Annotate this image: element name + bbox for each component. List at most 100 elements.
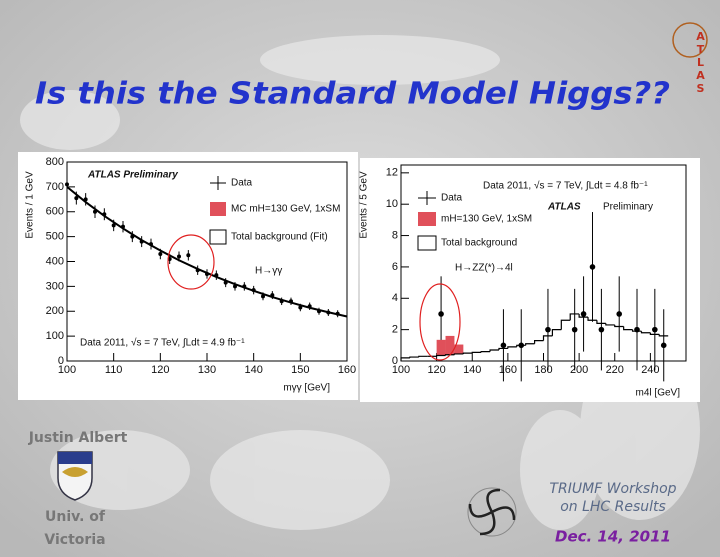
histogram-bin	[516, 344, 526, 347]
legend-label: Data	[231, 178, 253, 189]
legend-label: Data	[441, 193, 463, 204]
x-tick-label: 240	[641, 364, 659, 376]
histogram-bin	[444, 354, 455, 356]
histogram-bin	[436, 354, 446, 357]
histogram-bin	[658, 334, 669, 337]
histogram-bin	[640, 331, 651, 334]
histogram-bin	[507, 346, 517, 349]
data-point	[65, 182, 69, 187]
histogram-bin	[560, 319, 571, 330]
x-tick-label: 120	[427, 364, 445, 376]
y-tick-label: 10	[386, 198, 398, 210]
histogram-bin	[578, 313, 589, 318]
y-tick-label: 8	[392, 229, 398, 241]
y-tick-label: 700	[46, 181, 64, 193]
x-axis-label: m4l [GeV]	[636, 388, 681, 399]
event-line: on LHC Results	[560, 499, 666, 515]
annotation: ATLAS	[547, 202, 581, 213]
y-axis-label: Events / 1 GeV	[25, 171, 36, 239]
annotation: Preliminary	[603, 202, 653, 213]
data-point	[74, 196, 79, 201]
histogram-bin	[525, 343, 535, 346]
y-tick-label: 12	[386, 167, 398, 179]
annotation: Data 2011, √s = 7 TeV, ∫Ldt = 4.8 fb⁻¹	[483, 180, 648, 192]
chart: 0 2 4 6 8 10 12 100 120 140 160 180 200 220 240 m4l [Ge…	[359, 164, 687, 399]
x-tick-label: 140	[463, 364, 481, 376]
annotation: H→γγ	[255, 266, 282, 277]
histogram-bin	[480, 350, 491, 353]
histogram-bin	[498, 347, 508, 351]
annotation: H→ZZ(*)→4l	[455, 263, 513, 274]
affiliation-line: Univ. of	[45, 509, 106, 525]
affiliation-line: Victoria	[44, 532, 105, 548]
data-point	[598, 326, 605, 333]
y-tick-label: 4	[392, 292, 398, 304]
histogram-bin	[587, 317, 597, 321]
x-tick-label: 220	[606, 364, 624, 376]
data-point	[111, 223, 116, 228]
data-point	[616, 311, 623, 317]
data-point	[589, 264, 596, 270]
histogram-bin	[614, 324, 624, 328]
histogram-bin	[631, 329, 642, 332]
y-tick-label: 500	[46, 231, 64, 243]
event-line: TRIUMF Workshop	[549, 481, 676, 497]
highlight-ring	[419, 283, 461, 361]
data-point	[158, 252, 163, 257]
y-tick-label: 400	[46, 255, 64, 267]
data-point	[186, 253, 191, 258]
y-tick-label: 0	[58, 355, 64, 367]
histogram-bin	[418, 355, 428, 358]
histogram-bin	[453, 353, 464, 355]
data-point	[438, 311, 444, 317]
x-tick-label: 100	[58, 364, 76, 376]
histogram-bin	[605, 323, 615, 326]
x-tick-label: 160	[338, 364, 356, 376]
histogram-bin	[471, 351, 482, 354]
histogram-bin	[533, 340, 544, 344]
data-point	[660, 342, 667, 349]
data-point	[500, 342, 507, 349]
author: Justin Albert	[28, 430, 128, 446]
annotation: Data 2011, √s = 7 TeV, ∫Ldt = 4.9 fb⁻¹	[80, 337, 245, 349]
histogram-bin	[489, 349, 499, 352]
background-art	[20, 35, 700, 530]
crest	[57, 451, 93, 501]
y-tick-label: 800	[46, 156, 64, 168]
slide-title: Is this the Standard Model Higgs??	[35, 77, 670, 112]
atlas-logo-ring	[672, 22, 708, 58]
highlight-ring	[167, 234, 215, 290]
y-tick-label: 0	[392, 355, 398, 367]
date: Dec. 14, 2011	[555, 528, 671, 546]
histogram-bin	[400, 357, 410, 361]
data-point	[545, 326, 551, 333]
y-tick-label: 300	[46, 280, 64, 292]
histogram-bin	[462, 352, 473, 354]
logo-text: ATLAS	[694, 30, 707, 95]
signal-bin	[454, 344, 464, 354]
y-axis-label: Events / 5 GeV	[359, 171, 370, 239]
data-point	[652, 326, 658, 333]
legend-label: mH=130 GeV, 1xSM	[441, 214, 532, 225]
x-tick-label: 100	[392, 364, 410, 376]
y-tick-label: 2	[392, 324, 398, 336]
histogram-bin	[551, 329, 562, 336]
legend-label: Total background (Fit)	[231, 232, 328, 243]
legend-symbol	[417, 235, 437, 251]
x-tick-label: 180	[534, 364, 552, 376]
y-tick-label: 6	[392, 261, 398, 273]
legend-label: Total background	[441, 238, 517, 249]
triumf-logo	[467, 487, 517, 537]
x-tick-label: 120	[151, 364, 169, 376]
x-tick-label: 110	[105, 364, 123, 376]
histogram-bin	[623, 326, 633, 331]
x-tick-label: 160	[499, 364, 517, 376]
histogram-bin	[542, 335, 553, 341]
data-point	[177, 254, 181, 259]
y-tick-label: 200	[46, 305, 64, 317]
signal-bin	[445, 335, 455, 355]
x-tick-label: 130	[198, 364, 216, 376]
y-tick-label: 600	[46, 206, 64, 218]
